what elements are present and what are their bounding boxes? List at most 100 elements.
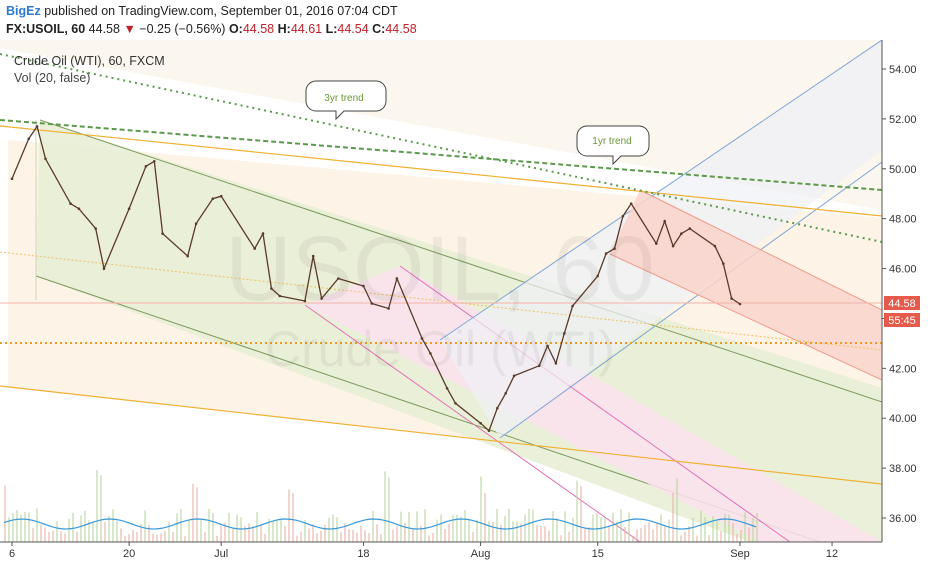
volume-bar xyxy=(356,532,358,542)
price-point xyxy=(161,232,164,235)
price-chart[interactable]: USOIL, 60 Crude Oil (WTI) Crude Oil (WTI… xyxy=(0,40,928,566)
volume-bar xyxy=(600,517,602,542)
volume-bar xyxy=(524,514,526,542)
volume-bar xyxy=(268,518,270,542)
close-value: 44.58 xyxy=(385,22,417,36)
volume-bar xyxy=(100,475,102,542)
price-point xyxy=(186,254,189,258)
price-point xyxy=(571,304,574,308)
callout-1yr[interactable]: 1yr trend xyxy=(576,125,650,166)
volume-bar xyxy=(404,523,406,542)
volume-bar xyxy=(300,531,302,542)
price-point xyxy=(613,247,616,250)
y-tick-label: 42.00 xyxy=(889,363,917,375)
volume-bar xyxy=(364,530,366,542)
volume-bar xyxy=(664,526,666,542)
down-arrow-icon: ▼ xyxy=(123,22,136,36)
volume-bar xyxy=(608,525,610,542)
pink-channel-top xyxy=(399,265,791,542)
volume-bar xyxy=(520,523,522,542)
volume-bar xyxy=(304,520,306,542)
volume-bar xyxy=(588,527,590,542)
volume-bar xyxy=(464,510,466,542)
volume-bar xyxy=(516,521,518,542)
volume-bar xyxy=(152,533,154,542)
price-point xyxy=(713,244,717,248)
price-point xyxy=(94,227,97,230)
volume-bar xyxy=(260,525,262,542)
volume-bar xyxy=(156,534,158,542)
volume-bar xyxy=(596,512,598,542)
price-point xyxy=(27,137,31,141)
price-point xyxy=(504,392,508,395)
volume-bar xyxy=(680,535,682,542)
price-point xyxy=(278,294,282,298)
y-tick-label: 54.00 xyxy=(889,64,917,76)
price-point xyxy=(604,252,608,255)
callout-3yr[interactable]: 3yr trend xyxy=(305,80,387,121)
upper-shade xyxy=(0,40,882,210)
price-point xyxy=(487,429,491,433)
volume-bar xyxy=(480,476,482,542)
volume-bar xyxy=(496,508,498,542)
volume-bar xyxy=(352,529,354,542)
volume-bar xyxy=(308,528,310,542)
volume-bar xyxy=(8,517,10,542)
volume-bar xyxy=(108,515,110,542)
price-point xyxy=(663,219,666,223)
volume-bar xyxy=(264,533,266,542)
volume-bar xyxy=(16,510,18,542)
volume-bar xyxy=(272,520,274,542)
volume-bar xyxy=(632,535,634,542)
author-link[interactable]: BigEz xyxy=(6,4,41,18)
volume-bar xyxy=(184,535,186,542)
x-tick-label: Sep xyxy=(730,548,750,560)
volume-bar xyxy=(428,535,430,542)
red-channel-bottom xyxy=(609,253,882,381)
price-point xyxy=(537,364,541,368)
volume-bar xyxy=(296,535,298,542)
volume-bar xyxy=(192,483,194,542)
volume-bar xyxy=(376,524,378,542)
volume-bar xyxy=(652,529,654,542)
volume-bar xyxy=(280,518,282,542)
volume-bar xyxy=(132,529,134,542)
volume-bar xyxy=(316,533,318,542)
volume-bar xyxy=(740,529,742,542)
volume-bar xyxy=(32,528,34,542)
volume-bar xyxy=(136,531,138,542)
volume-bar xyxy=(40,524,42,542)
pink-channel-bottom xyxy=(304,304,641,542)
volume-bar xyxy=(444,529,446,542)
price-point xyxy=(303,299,307,303)
volume-bar xyxy=(148,524,150,542)
volume-bar xyxy=(344,523,346,542)
price-point xyxy=(596,274,599,278)
volume-bar xyxy=(448,523,450,542)
orange-upper-line xyxy=(0,125,882,217)
price-point xyxy=(621,214,625,218)
volume-bar xyxy=(696,535,698,542)
price-point xyxy=(454,402,457,405)
y-tick-label: 48.00 xyxy=(889,214,917,226)
volume-bar xyxy=(340,532,342,542)
price-point xyxy=(370,302,374,305)
instrument-legend[interactable]: Crude Oil (WTI), 60, FXCM xyxy=(14,54,165,68)
volume-bar xyxy=(500,525,502,542)
time-axis[interactable]: 6 20 Jul 18 Aug 15 Sep 12 xyxy=(9,542,838,560)
volume-bar xyxy=(568,531,570,542)
volume-legend[interactable]: Vol (20, false) xyxy=(14,71,90,85)
volume-bar xyxy=(56,521,58,542)
volume-bar xyxy=(544,526,546,542)
price-point xyxy=(688,227,692,230)
volume-bar xyxy=(644,524,646,542)
volume-bar xyxy=(76,531,78,542)
price-point xyxy=(311,254,315,258)
volume-bar xyxy=(700,510,702,542)
open-value: 44.58 xyxy=(242,22,275,36)
price-point xyxy=(496,406,499,410)
volume-bar xyxy=(412,529,414,542)
chart-header: BigEz published on TradingView.com, Sept… xyxy=(0,0,928,40)
volume-bar xyxy=(604,517,606,542)
volume-bar xyxy=(160,533,162,542)
